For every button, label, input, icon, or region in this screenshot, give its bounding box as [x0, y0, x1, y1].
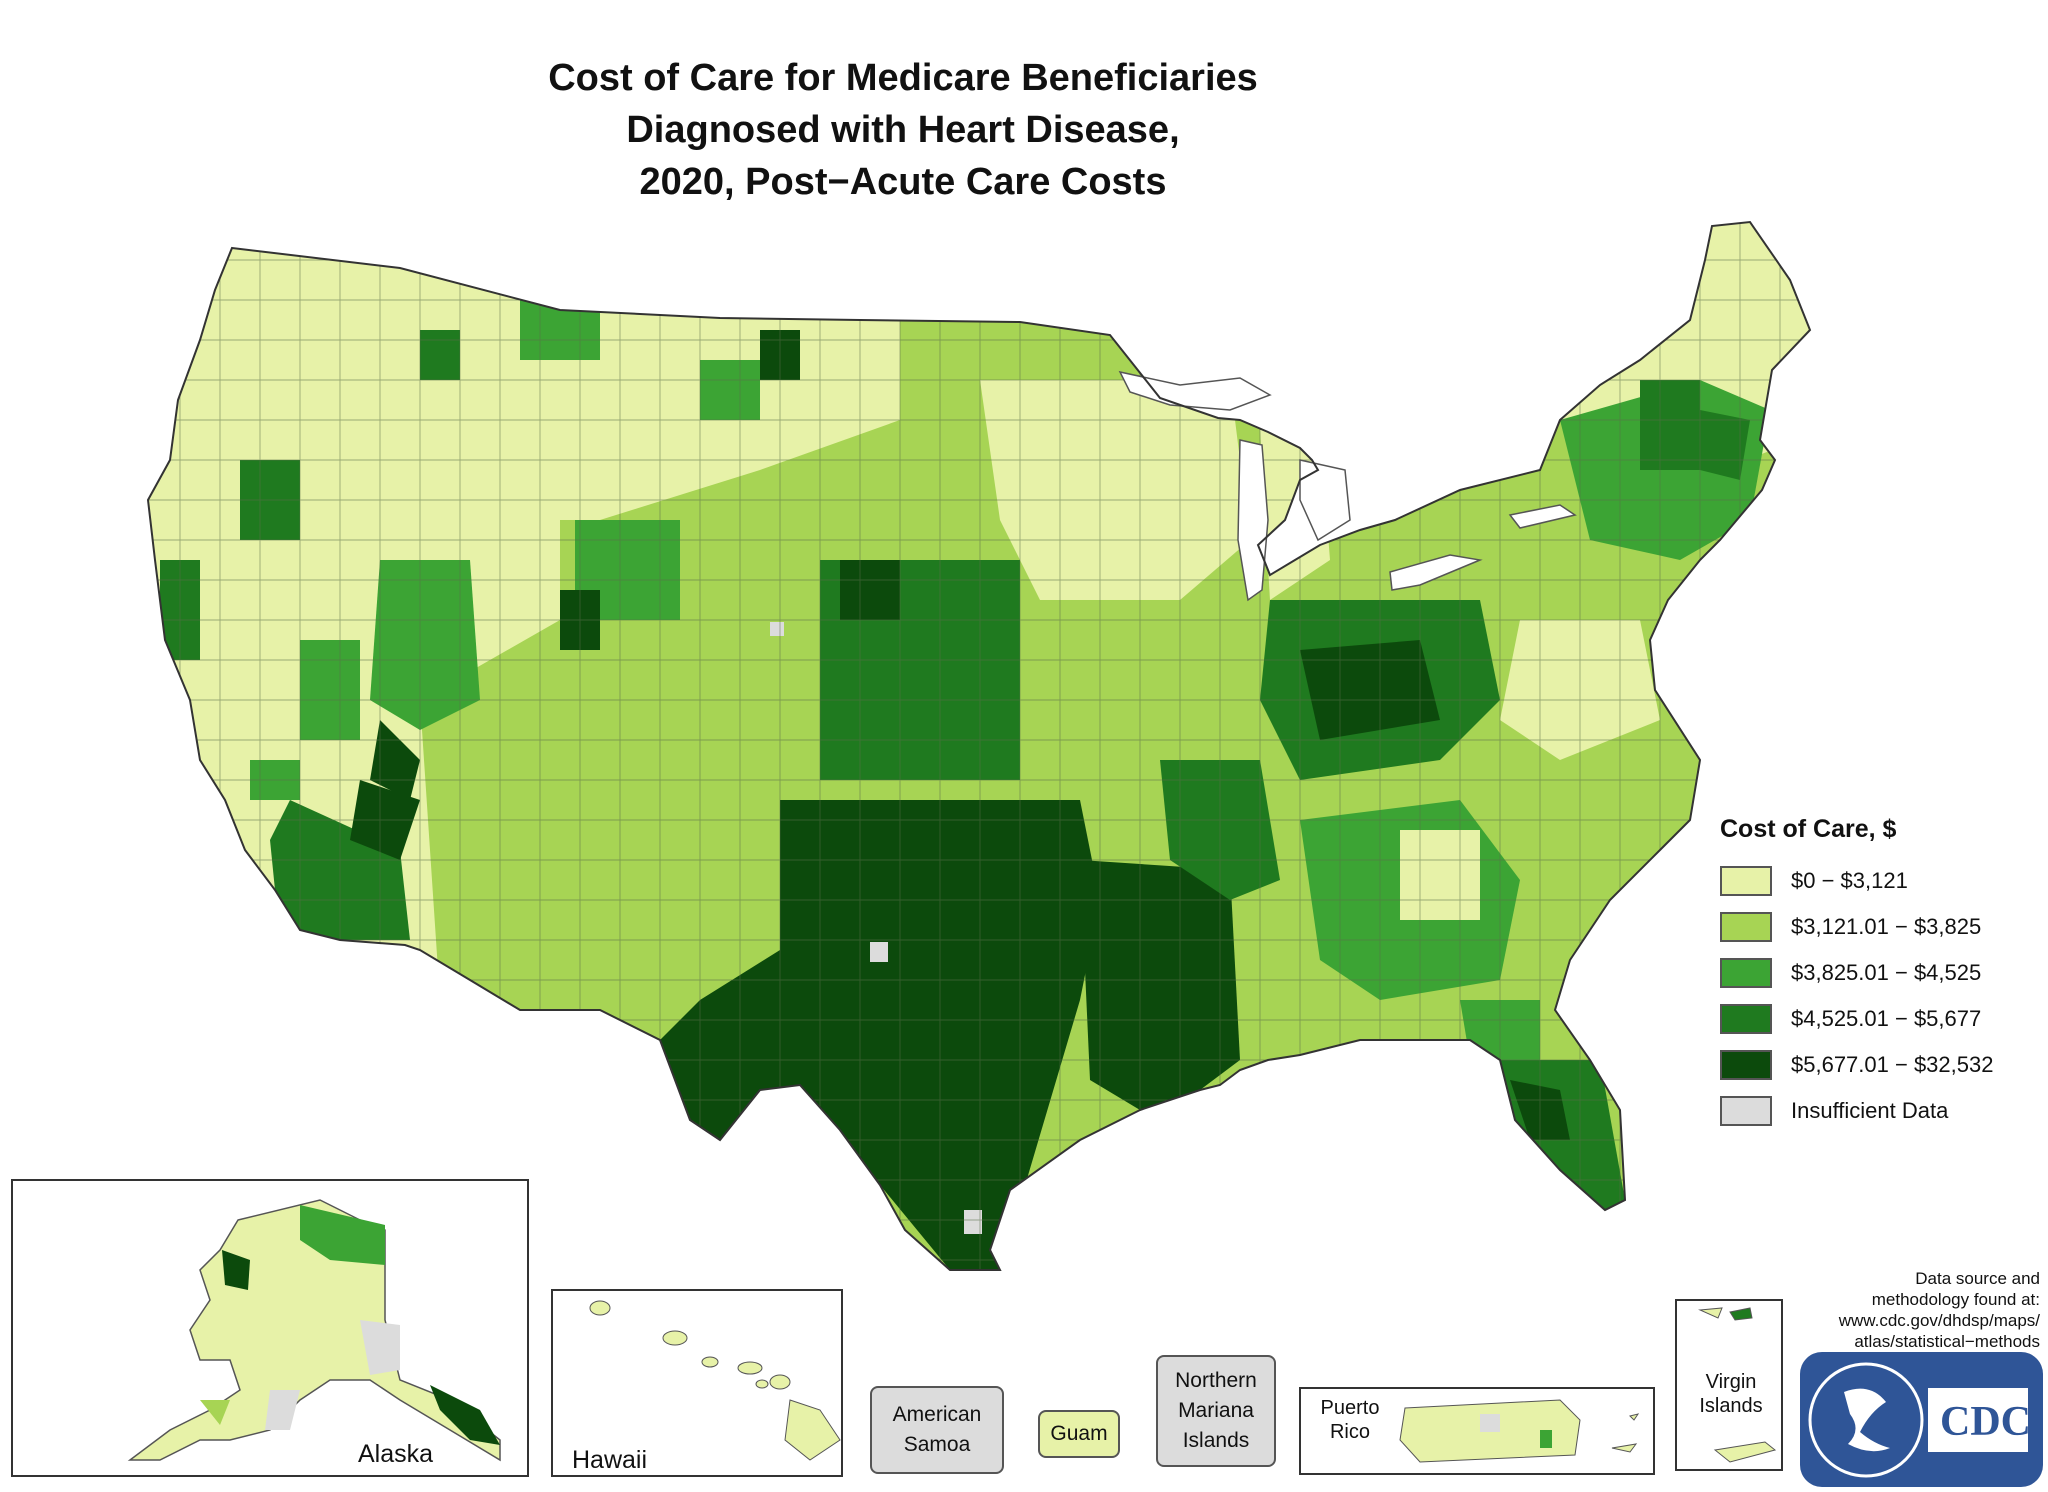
cdc-logo: CDC: [1800, 1352, 2043, 1487]
data-source-note: Data source and methodology found at: ww…: [1740, 1268, 2040, 1352]
legend-swatch: [1720, 1096, 1772, 1126]
legend-item: $3,825.01 − $4,525: [1720, 950, 2040, 996]
alaska-label: Alaska: [358, 1440, 434, 1468]
legend-swatch: [1720, 866, 1772, 896]
title-line-2: Diagnosed with Heart Disease,: [626, 109, 1180, 151]
virgin-islands-label: Virgin Islands: [1699, 1371, 1763, 1417]
legend-label: $3,121.01 − $3,825: [1791, 914, 1982, 939]
legend-item: $5,677.01 − $32,532: [1720, 1042, 2040, 1088]
guam-label: Guam: [1050, 1422, 1108, 1445]
legend-item: $4,525.01 − $5,677: [1720, 996, 2040, 1042]
legend: Cost of Care, $ $0 − $3,121 $3,121.01 − …: [1720, 815, 2040, 1134]
puerto-rico-inset: [1299, 1387, 1655, 1475]
virgin-islands-inset: [1675, 1299, 1783, 1471]
great-lakes: [1118, 370, 1577, 602]
title-line-3: 2020, Post−Acute Care Costs: [639, 161, 1167, 203]
hhs-seal-icon: [1808, 1362, 2028, 1478]
legend-item: Insufficient Data: [1720, 1088, 2040, 1134]
legend-label: $3,825.01 − $4,525: [1791, 960, 1982, 985]
northern-mariana-label: Northern Mariana Islands: [1175, 1369, 1257, 1452]
source-line: methodology found at:: [1871, 1290, 2040, 1309]
legend-label: $0 − $3,121: [1791, 868, 1908, 893]
cdc-logo-text: CDC: [1940, 1399, 2031, 1445]
source-url-line[interactable]: atlas/statistical−methods: [1854, 1332, 2040, 1351]
source-line: Data source and: [1915, 1269, 2040, 1288]
legend-label: $4,525.01 − $5,677: [1791, 1006, 1982, 1031]
legend-title: Cost of Care, $: [1720, 815, 1897, 843]
map-title: Cost of Care for Medicare Beneficiaries …: [0, 52, 1806, 208]
american-samoa-box: American Samoa: [870, 1386, 1004, 1474]
legend-item: $0 − $3,121: [1720, 858, 2040, 904]
legend-swatch: [1720, 912, 1772, 942]
title-line-1: Cost of Care for Medicare Beneficiaries: [548, 57, 1258, 99]
us-counties-layer: [148, 222, 1810, 1270]
legend-label: Insufficient Data: [1791, 1098, 1949, 1123]
puerto-rico-label: Puerto Rico: [1320, 1397, 1380, 1443]
legend-swatch: [1720, 1050, 1772, 1080]
source-url-line[interactable]: www.cdc.gov/dhdsp/maps/: [1838, 1311, 2040, 1330]
legend-swatch: [1720, 958, 1772, 988]
hawaii-label: Hawaii: [572, 1446, 648, 1474]
alaska-inset: [11, 1179, 529, 1477]
american-samoa-label: American Samoa: [892, 1403, 982, 1456]
legend-label: $5,677.01 − $32,532: [1791, 1052, 1994, 1077]
northern-mariana-box: Northern Mariana Islands: [1156, 1355, 1276, 1467]
hawaii-inset: [551, 1289, 843, 1477]
guam-box: Guam: [1038, 1410, 1120, 1458]
legend-swatch: [1720, 1004, 1772, 1034]
legend-item: $3,121.01 − $3,825: [1720, 904, 2040, 950]
